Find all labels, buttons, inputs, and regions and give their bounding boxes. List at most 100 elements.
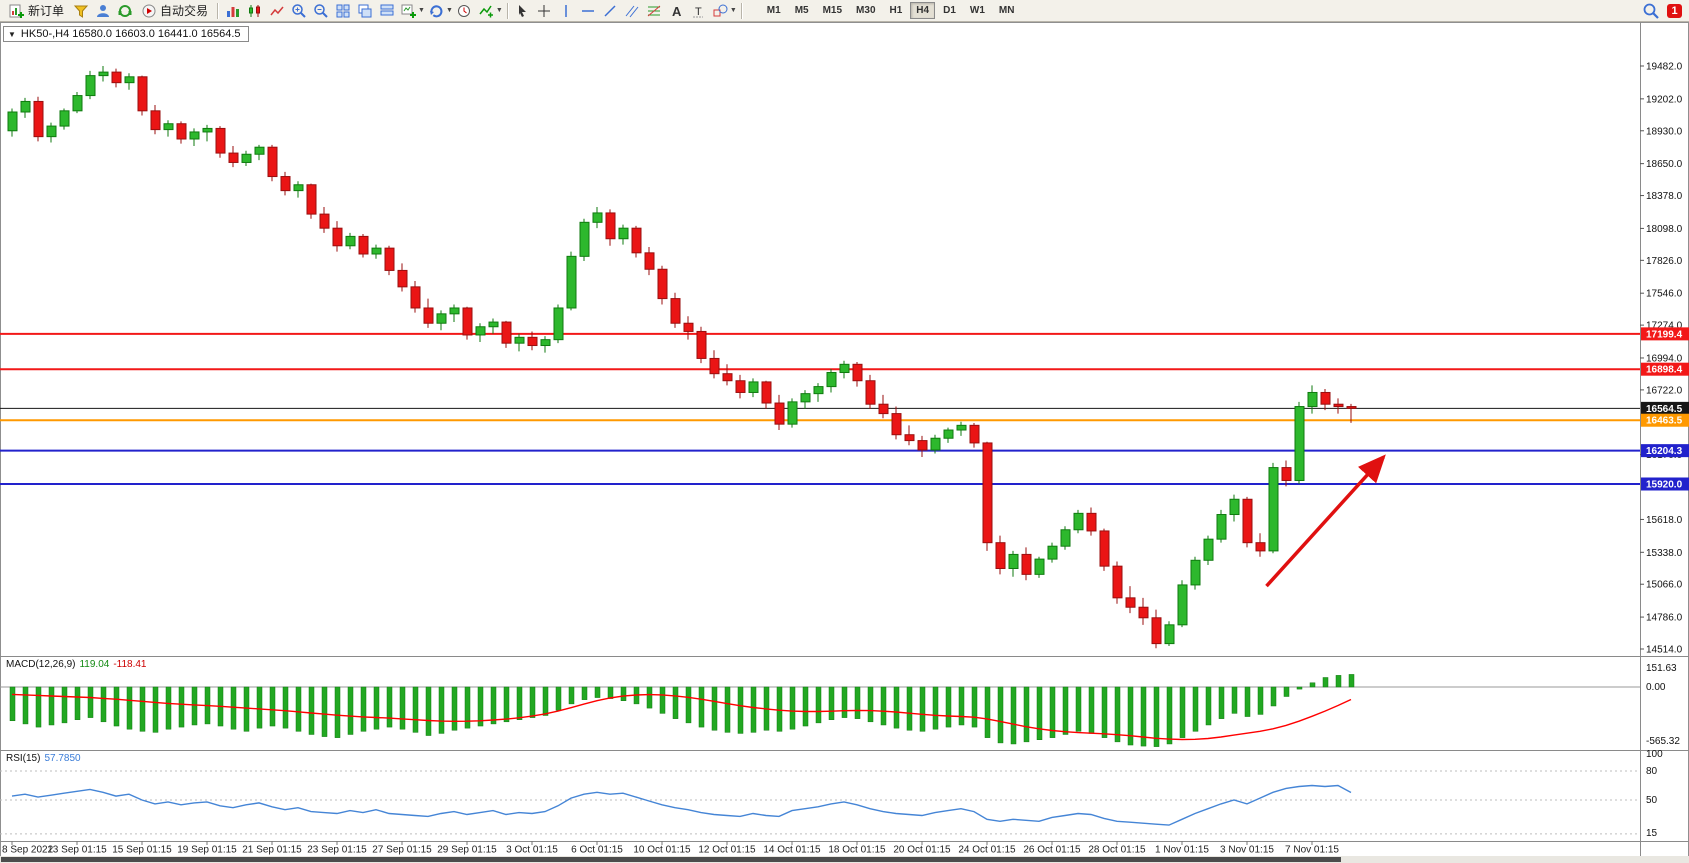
funnel-icon[interactable] [70, 1, 91, 21]
macd-histogram-bar [971, 686, 978, 728]
macd-histogram-bar [997, 686, 1004, 744]
timeframe-button-m30[interactable]: M30 [850, 2, 881, 19]
candle-body [59, 110, 70, 127]
cascade-windows-icon[interactable] [354, 1, 375, 21]
shapes-tool-icon[interactable] [710, 1, 731, 21]
timeframe-button-mn[interactable]: MN [993, 2, 1021, 19]
candlestick-chart-icon[interactable] [244, 1, 265, 21]
macd-histogram-bar [1101, 686, 1108, 738]
macd-histogram-bar [490, 686, 497, 725]
macd-histogram-bar [347, 686, 354, 735]
candle-body [254, 146, 265, 155]
horizontal-scrollbar-thumb[interactable] [1, 857, 1341, 862]
price-axis-label: 18930.0 [1646, 126, 1683, 137]
candle-body [579, 221, 590, 257]
macd-histogram-bar [48, 686, 55, 726]
chevron-down-icon[interactable]: ▼ [445, 7, 453, 14]
fibonacci-tool-icon[interactable] [644, 1, 665, 21]
label-tool-icon[interactable]: T [688, 1, 709, 21]
horizontal-line-tool-icon[interactable] [578, 1, 599, 21]
timeframe-button-h1[interactable]: H1 [884, 2, 909, 19]
rsi-axis-label: 15 [1646, 828, 1658, 839]
trendline-tool-icon[interactable] [600, 1, 621, 21]
timeframe-button-w1[interactable]: W1 [964, 2, 991, 19]
candle-body [644, 252, 655, 270]
candle-body [1151, 617, 1162, 645]
zoom-in-icon[interactable] [288, 1, 309, 21]
price-axis-label: 15066.0 [1646, 580, 1683, 591]
annotation-arrow[interactable] [1265, 454, 1386, 588]
macd-histogram-bar [867, 686, 874, 723]
time-axis-label: 27 Sep 01:15 [372, 845, 432, 856]
time-axis-label: 7 Nov 01:15 [1285, 845, 1339, 856]
profiles-icon[interactable] [426, 1, 447, 21]
chevron-down-icon[interactable]: ▼ [729, 7, 737, 14]
timeframe-button-m5[interactable]: M5 [789, 2, 815, 19]
bar-chart-icon[interactable] [222, 1, 243, 21]
macd-main-value: 119.04 [79, 659, 110, 670]
macd-histogram-bar [854, 686, 861, 719]
zoom-out-icon[interactable] [310, 1, 331, 21]
line-chart-icon[interactable] [266, 1, 287, 21]
one-click-trading-toggle-icon[interactable]: ▼ [8, 29, 16, 39]
macd-axis-label: -565.32 [1646, 736, 1680, 747]
macd-histogram-bar [776, 686, 783, 732]
candle-body [1307, 391, 1318, 408]
text-tool-icon[interactable]: A [666, 1, 687, 21]
macd-histogram-bar [113, 686, 120, 727]
candle-body [969, 424, 980, 444]
price-axis-label: 16722.0 [1646, 385, 1683, 396]
toolbar-separator [506, 2, 508, 19]
candle-body [436, 313, 447, 324]
arrange-windows-icon[interactable] [376, 1, 397, 21]
chevron-down-icon[interactable]: ▼ [495, 7, 503, 14]
channel-tool-icon[interactable] [622, 1, 643, 21]
vertical-line-tool-icon[interactable] [556, 1, 577, 21]
macd-histogram-bar [1179, 686, 1186, 738]
price-badge-label: 16204.3 [1646, 446, 1683, 457]
macd-histogram-bar [659, 686, 666, 714]
macd-histogram-bar [256, 686, 263, 729]
crosshair-icon[interactable] [534, 1, 555, 21]
chevron-down-icon[interactable]: ▼ [418, 7, 425, 14]
macd-histogram-bar [1257, 686, 1264, 715]
headset-icon[interactable] [114, 1, 135, 21]
notification-badge[interactable]: 1 [1667, 3, 1682, 18]
price-badge-label: 17199.4 [1646, 329, 1683, 340]
candle-body [943, 429, 954, 439]
price-axis-label: 15338.0 [1646, 548, 1683, 559]
candle-body [774, 402, 785, 425]
timeframe-button-d1[interactable]: D1 [937, 2, 962, 19]
cursor-icon[interactable] [512, 1, 533, 21]
timeframe-button-m1[interactable]: M1 [761, 2, 787, 19]
clock-icon[interactable] [454, 1, 475, 21]
macd-axis-label: 0.00 [1646, 682, 1666, 693]
auto-trading-label: 自动交易 [160, 4, 209, 18]
search-icon[interactable] [1640, 1, 1661, 21]
price-axis-label: 14514.0 [1646, 645, 1683, 656]
candle-body [722, 373, 733, 382]
candle-body [1021, 553, 1032, 575]
macd-histogram-bar [1088, 686, 1095, 734]
rsi-name: RSI(15) [6, 753, 41, 764]
candle-body [748, 381, 759, 393]
candle-body [215, 127, 226, 154]
person-icon[interactable] [92, 1, 113, 21]
candle-body [124, 76, 135, 84]
candle-body [501, 321, 512, 344]
candle-body [618, 227, 629, 240]
auto-trading-button[interactable]: 自动交易 [136, 1, 213, 21]
macd-histogram-bar [1075, 686, 1082, 732]
price-axis-label: 17546.0 [1646, 289, 1683, 300]
macd-histogram-bar [932, 686, 939, 730]
tile-windows-icon[interactable] [332, 1, 353, 21]
new-chart-icon[interactable] [398, 1, 419, 21]
indicators-icon[interactable] [476, 1, 497, 21]
candle-body [397, 269, 408, 288]
new-order-button[interactable]: 新订单 [4, 1, 69, 21]
macd-histogram-bar [984, 686, 991, 738]
timeframe-button-h4[interactable]: H4 [910, 2, 936, 19]
chart-info-box[interactable]: ▼ HK50-,H4 16580.0 16603.0 16441.0 16564… [3, 26, 249, 42]
timeframe-button-m15[interactable]: M15 [817, 2, 848, 19]
